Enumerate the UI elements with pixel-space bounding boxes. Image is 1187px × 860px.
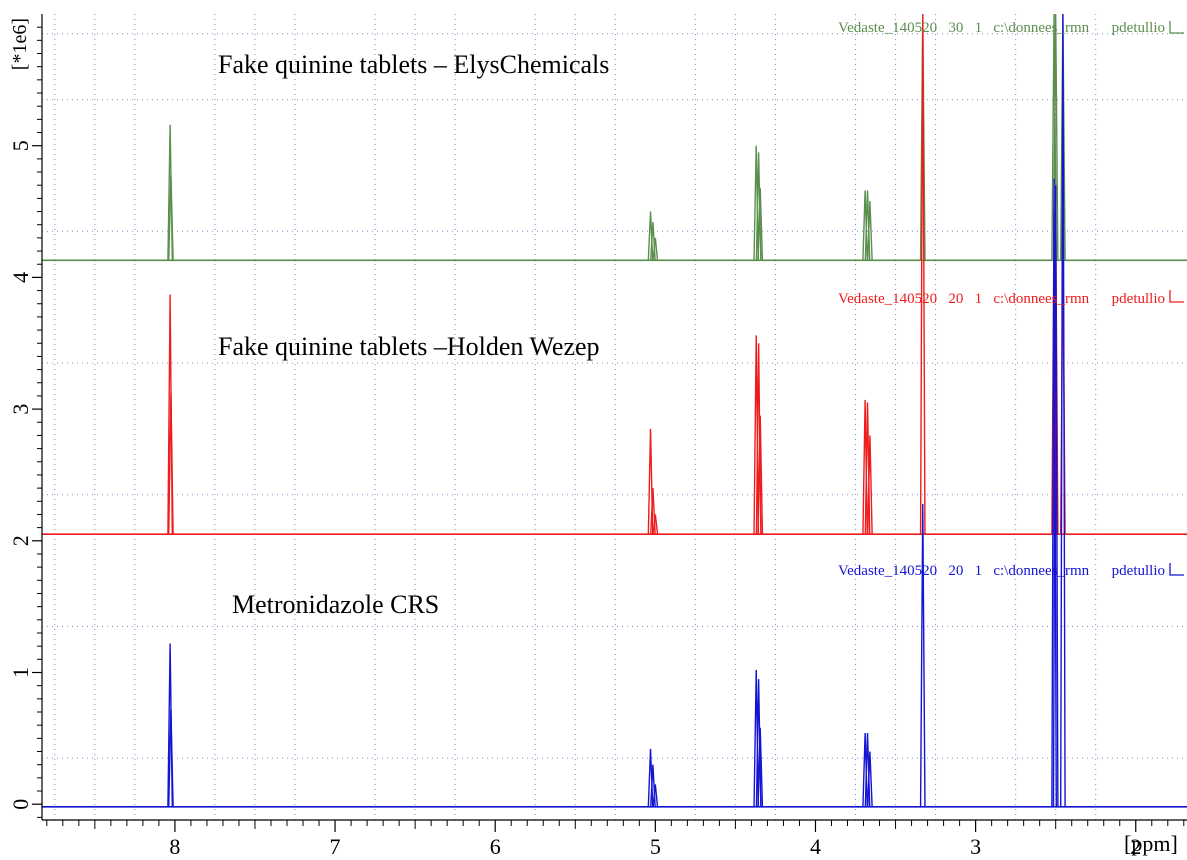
spectrum-peak: [1059, 13, 1066, 807]
x-tick-label: 6: [490, 834, 501, 859]
x-tick-label: 7: [330, 834, 341, 859]
spectrum-peak: [652, 514, 659, 535]
grid-lines: [42, 14, 1187, 820]
spectrum-peak: [652, 237, 659, 261]
spectrum-peak: [168, 709, 174, 807]
spectrum-peak: [867, 751, 873, 807]
spectrum-label-marker: [1169, 21, 1184, 34]
x-tick-label: 5: [650, 834, 661, 859]
spectrum-label-green: Vedaste_140520 30 1 c:\donnees_rmn pdetu…: [838, 20, 1165, 36]
x-tick-label: 3: [970, 834, 981, 859]
spectrum-peak: [755, 152, 762, 261]
x-tick-label: 4: [810, 834, 821, 859]
spectrum-peak: [755, 343, 762, 535]
spectrum-peak: [1052, 185, 1059, 807]
spectrum-label-blue: Vedaste_140520 20 1 c:\donnees_rmn pdetu…: [838, 563, 1165, 579]
spectrum-peak: [1051, 13, 1057, 261]
y-scale-label: [*1e6]: [9, 18, 31, 70]
spectrum-label-marker: [1169, 290, 1184, 303]
spectrum-peak: [1051, 178, 1057, 807]
spectra-layer: [42, 13, 1187, 808]
spectrum-label-red: Vedaste_140520 20 1 c:\donnees_rmn pdetu…: [838, 291, 1165, 307]
annotation-holden-wezep: Fake quinine tablets –Holden Wezep: [218, 332, 600, 361]
annotation-metronidazole-crs: Metronidazole CRS: [232, 590, 439, 619]
spectrum-series-0: [42, 13, 1187, 262]
y-tick-label: 0: [8, 799, 33, 810]
spectrum-peak: [867, 435, 873, 535]
spectrum-peak: [168, 393, 174, 535]
spectrum-peak: [919, 13, 926, 535]
x-unit-label: [ppm]: [1124, 831, 1178, 856]
y-tick-label: 3: [8, 404, 33, 415]
annotation-elyschemicals: Fake quinine tablets – ElysChemicals: [218, 50, 609, 79]
y-tick-label: 1: [8, 667, 33, 678]
spectrum-series-2: [42, 13, 1187, 808]
spectrum-peak: [757, 187, 764, 261]
spectrum-peak: [867, 200, 873, 261]
spectrum-label-marker: [1169, 563, 1184, 576]
spectrum-peak: [652, 784, 659, 807]
spectrum-peak: [168, 174, 174, 261]
spectrum-peak: [755, 679, 762, 807]
x-tick-label: 2: [1130, 834, 1141, 859]
spectrum-peak: [919, 503, 926, 807]
y-tick-label: 2: [8, 535, 33, 546]
spectrum-peak: [757, 727, 764, 807]
spectrum-peak: [757, 415, 764, 535]
axes: 0 1 2 3 4 5 8 7 6 5 4 3 2: [8, 14, 1187, 859]
y-tick-label: 4: [8, 272, 33, 283]
spectrum-peak: [1052, 13, 1059, 261]
x-tick-label: 8: [169, 834, 180, 859]
y-tick-label: 5: [8, 140, 33, 151]
